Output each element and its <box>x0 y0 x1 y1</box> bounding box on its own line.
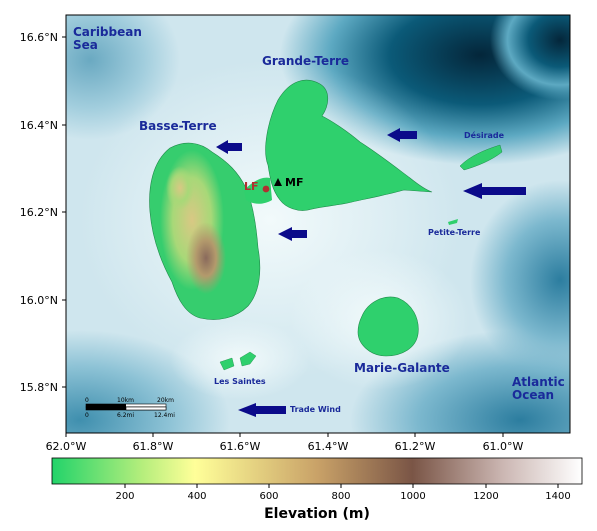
label-caribbean: Caribbean <box>73 25 142 39</box>
colorbar-tick: 200 <box>115 491 134 502</box>
wind-arrow <box>278 227 307 241</box>
label-sea: Sea <box>73 38 98 52</box>
y-tick-label: 16.0°N <box>20 294 58 307</box>
lf-label: LF <box>244 180 259 193</box>
marie-galante-island <box>357 296 419 357</box>
colorbar-tick: 1200 <box>473 491 498 502</box>
wind-arrow <box>387 128 417 142</box>
y-tick-labels: 16.6°N 16.4°N 16.2°N 16.0°N 15.8°N <box>20 31 58 394</box>
y-tick-label: 16.2°N <box>20 206 58 219</box>
islands <box>149 79 503 371</box>
colorbar-tick: 1400 <box>545 491 570 502</box>
y-tick-label: 15.8°N <box>20 381 58 394</box>
wind-arrow <box>216 140 242 154</box>
x-tick-label: 61.2°W <box>395 440 436 453</box>
petit-cul-de-sac-shore <box>244 177 272 204</box>
lf-marker <box>262 185 270 193</box>
colorbar-title: Elevation (m) <box>264 506 370 522</box>
x-tick-labels: 62.0°W 61.8°W 61.6°W 61.4°W 61.2°W 61.0°… <box>46 440 524 453</box>
label-desirade: Désirade <box>464 130 505 140</box>
y-tick-label: 16.6°N <box>20 31 58 44</box>
scale-mi-6: 6.2mi <box>117 412 134 419</box>
colorbar-tick: 400 <box>187 491 206 502</box>
grande-terre-island <box>265 79 433 211</box>
x-tick-label: 62.0°W <box>46 440 87 453</box>
label-ocean: Ocean <box>512 388 554 402</box>
place-labels: Caribbean Sea Grande-Terre Basse-Terre D… <box>73 25 565 414</box>
label-grande-terre: Grande-Terre <box>262 54 349 68</box>
label-atlantic: Atlantic <box>512 375 565 389</box>
colorbar-ramp <box>51 457 583 485</box>
x-tick-label: 61.4°W <box>308 440 349 453</box>
wind-arrows <box>216 128 526 417</box>
x-tick-label: 61.6°W <box>220 440 261 453</box>
colorbar-tick: 600 <box>259 491 278 502</box>
label-petite-terre: Petite-Terre <box>428 228 481 237</box>
label-les-saintes: Les Saintes <box>214 377 266 386</box>
wind-arrow <box>238 403 286 417</box>
x-axis <box>65 433 504 437</box>
x-tick-label: 61.8°W <box>133 440 174 453</box>
soufriere-massif <box>186 222 226 294</box>
colorbar: 200 400 600 800 1000 1200 1400 Elevation… <box>51 457 583 522</box>
map-frame <box>65 14 571 434</box>
x-tick-label: 61.0°W <box>483 440 524 453</box>
colorbar-tick: 1000 <box>400 491 425 502</box>
label-trade-wind: Trade Wind <box>290 405 341 414</box>
scale-mi-0: 0 <box>85 412 89 419</box>
scale-km-0: 0 <box>85 397 89 404</box>
label-marie-galante: Marie-Galante <box>354 361 450 375</box>
les-saintes-islands <box>219 351 257 371</box>
petite-terre-island <box>448 219 458 225</box>
scale-km-20: 20km <box>157 397 174 404</box>
scale-mi-12: 12.4mi <box>154 412 175 419</box>
label-basse-terre: Basse-Terre <box>139 119 217 133</box>
scale-km-10: 10km <box>117 397 134 404</box>
northern-highlands <box>166 166 194 210</box>
scale-bar: 0 10km 20km 0 6.2mi 12.4mi <box>85 397 175 419</box>
desirade-island <box>459 144 503 171</box>
site-markers: LF MF <box>244 176 303 193</box>
mf-marker <box>274 178 282 186</box>
y-axis <box>62 36 66 388</box>
wind-arrow <box>463 183 526 199</box>
y-tick-label: 16.4°N <box>20 119 58 132</box>
colorbar-tick: 800 <box>331 491 350 502</box>
mf-label: MF <box>285 176 303 189</box>
